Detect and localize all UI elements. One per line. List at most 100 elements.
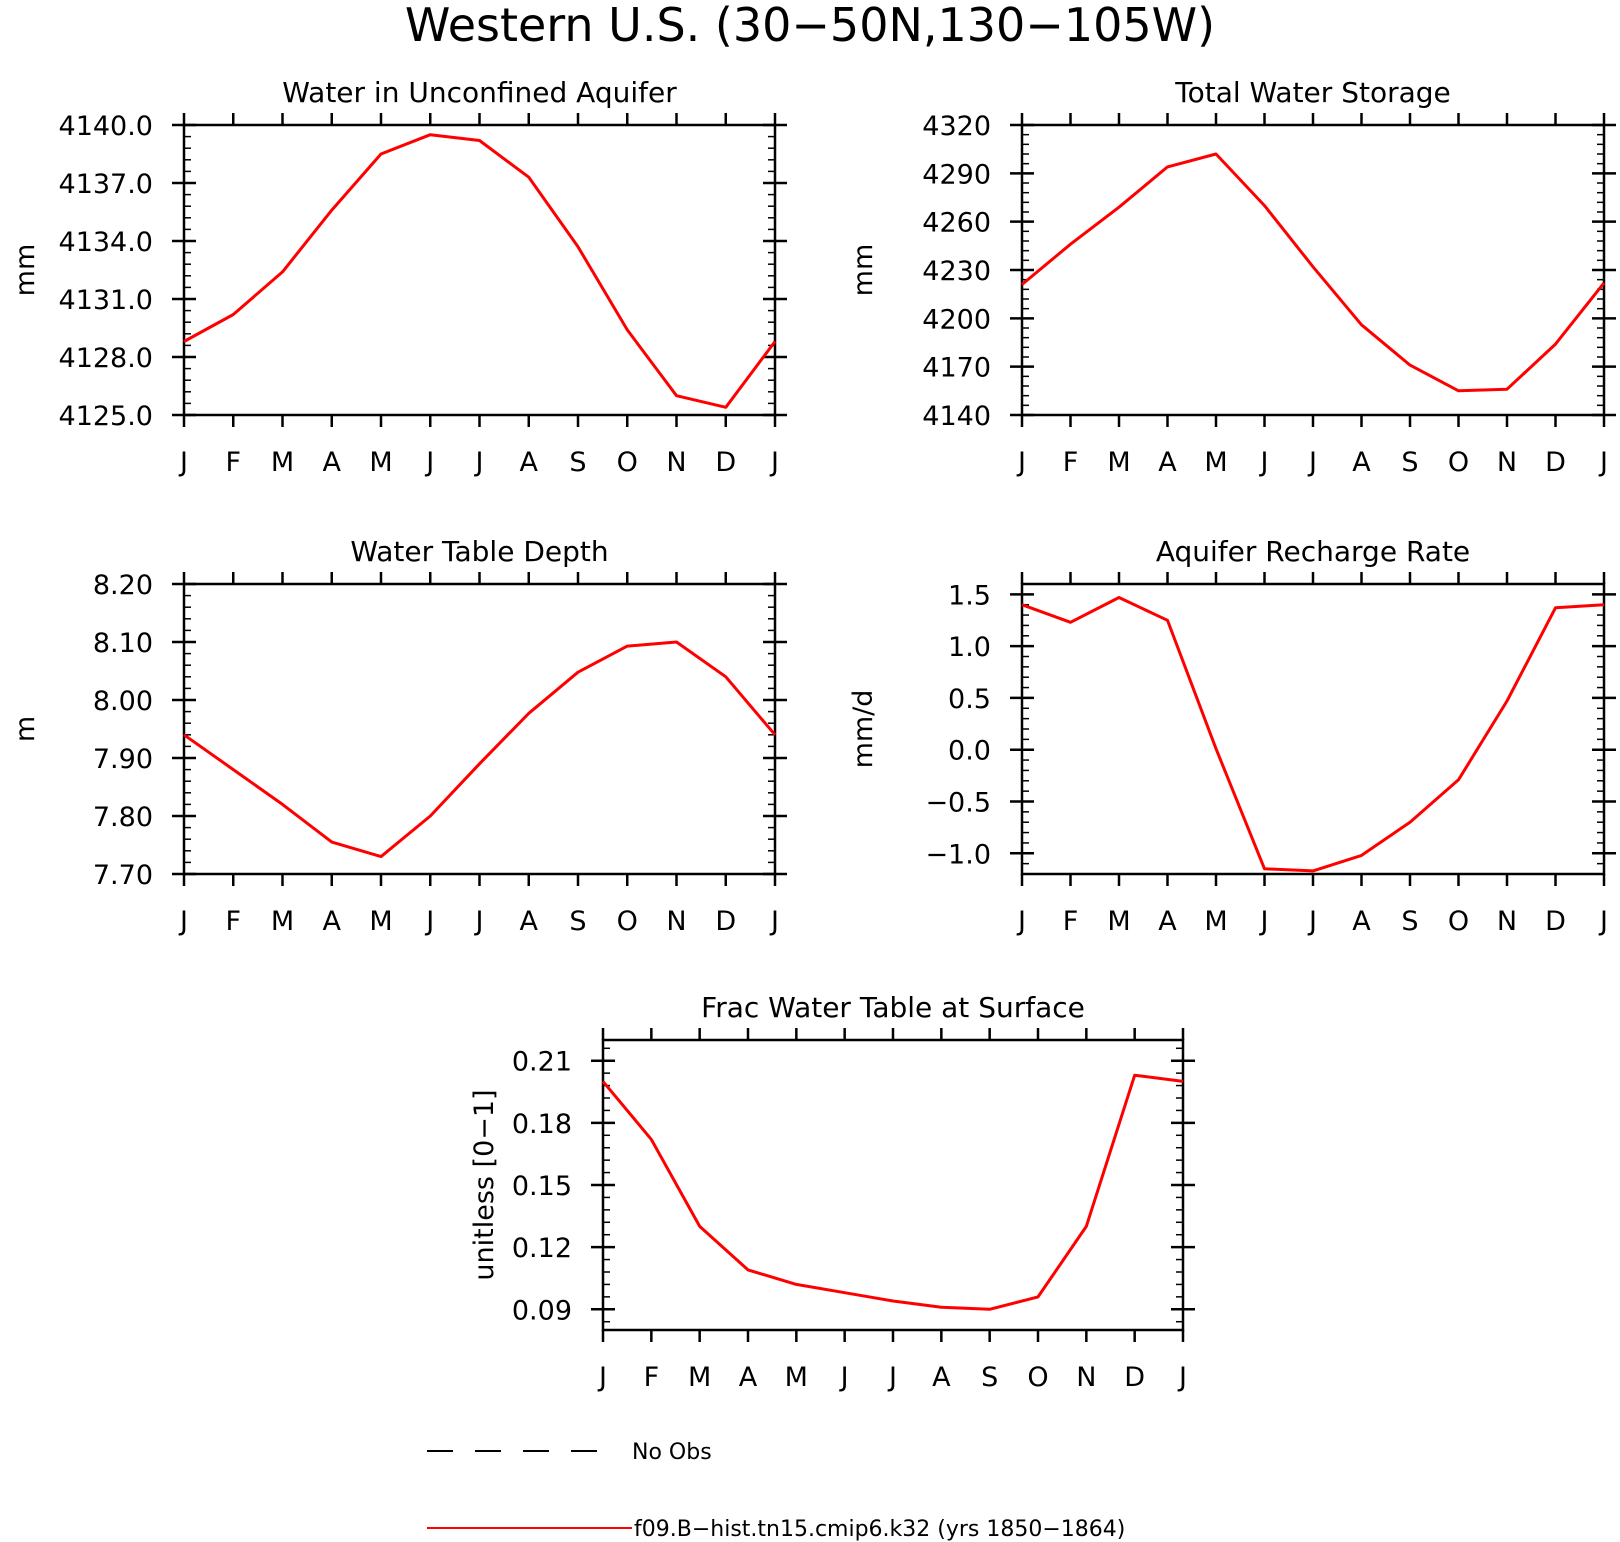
- y-tick-label: 4125.0: [59, 401, 153, 432]
- y-tick-label: 0.5: [948, 684, 991, 715]
- x-tick-label: M: [271, 906, 294, 937]
- x-tick-label: O: [617, 906, 638, 937]
- y-tick-label: 4137.0: [59, 169, 153, 200]
- y-tick-label: 8.20: [93, 570, 153, 601]
- x-tick-label: A: [1158, 906, 1177, 937]
- x-tick-label: J: [887, 1362, 897, 1393]
- x-tick-label: O: [1448, 447, 1469, 478]
- x-tick-label: J: [839, 1362, 849, 1393]
- y-tick-label: 4134.0: [59, 227, 153, 258]
- x-tick-label: F: [225, 447, 241, 478]
- x-tick-label: A: [1352, 906, 1371, 937]
- y-tick-label: 1.5: [948, 580, 991, 611]
- y-axis-label: unitless [0−1]: [469, 1089, 500, 1280]
- x-tick-label: J: [1307, 906, 1317, 937]
- legend-obs-label: No Obs: [632, 1440, 712, 1465]
- x-tick-label: A: [520, 447, 539, 478]
- x-tick-label: J: [178, 447, 188, 478]
- y-tick-label: 0.12: [512, 1233, 572, 1264]
- x-tick-label: A: [323, 447, 342, 478]
- plot-frame: [1020, 582, 1606, 876]
- y-axis-label: mm/d: [848, 690, 879, 769]
- x-tick-label: S: [569, 906, 586, 937]
- plot-frame: [1020, 123, 1606, 417]
- x-tick-label: O: [1448, 906, 1469, 937]
- x-tick-label: A: [1352, 447, 1371, 478]
- y-tick-label: 4140: [922, 401, 991, 432]
- x-tick-label: M: [1107, 447, 1130, 478]
- x-tick-label: S: [1401, 447, 1418, 478]
- x-tick-label: S: [1401, 906, 1418, 937]
- y-tick-label: 4131.0: [59, 285, 153, 316]
- legend: No Obs f09.B−hist.tn15.cmip6.k32 (yrs 18…: [427, 1440, 1125, 1542]
- y-tick-label: 4320: [922, 111, 991, 142]
- y-tick-label: 1.0: [948, 632, 991, 663]
- x-tick-label: N: [666, 906, 686, 937]
- x-tick-label: M: [1204, 906, 1227, 937]
- x-tick-label: J: [1598, 447, 1608, 478]
- y-tick-label: 0.15: [512, 1171, 572, 1202]
- x-tick-label: A: [932, 1362, 951, 1393]
- x-tick-label: J: [424, 906, 434, 937]
- x-tick-label: J: [1259, 447, 1269, 478]
- x-tick-label: F: [225, 906, 241, 937]
- x-tick-label: A: [739, 1362, 758, 1393]
- y-axis-label: mm: [10, 244, 41, 297]
- x-tick-label: M: [369, 447, 392, 478]
- y-tick-label: 7.70: [93, 860, 153, 891]
- x-tick-label: M: [1204, 447, 1227, 478]
- y-tick-label: 7.90: [93, 744, 153, 775]
- x-tick-label: J: [1016, 447, 1026, 478]
- panel-title: Water in Unconfined Aquifer: [282, 76, 677, 109]
- x-tick-label: J: [424, 447, 434, 478]
- plot-frame: [601, 1038, 1185, 1332]
- x-tick-label: S: [569, 447, 586, 478]
- x-tick-label: N: [1076, 1362, 1096, 1393]
- x-tick-label: N: [666, 447, 686, 478]
- y-tick-label: −0.5: [925, 788, 991, 819]
- x-tick-label: F: [644, 1362, 660, 1393]
- x-tick-label: F: [1063, 447, 1079, 478]
- panel-title: Aquifer Recharge Rate: [1156, 535, 1470, 568]
- x-tick-label: J: [769, 447, 779, 478]
- x-tick-label: J: [1016, 906, 1026, 937]
- x-tick-label: N: [1497, 906, 1517, 937]
- y-tick-label: 8.00: [93, 686, 153, 717]
- panel-title: Frac Water Table at Surface: [701, 991, 1085, 1024]
- y-tick-label: 4200: [922, 304, 991, 335]
- x-tick-label: A: [323, 906, 342, 937]
- x-tick-label: S: [981, 1362, 998, 1393]
- x-tick-label: M: [688, 1362, 711, 1393]
- y-tick-label: 0.09: [512, 1295, 572, 1326]
- y-tick-label: 8.10: [93, 628, 153, 659]
- y-tick-label: 0.0: [948, 736, 991, 767]
- y-axis-label: mm: [848, 244, 879, 297]
- panel-title: Water Table Depth: [350, 535, 608, 568]
- x-tick-label: J: [769, 906, 779, 937]
- y-tick-label: 7.80: [93, 802, 153, 833]
- x-tick-label: J: [1177, 1362, 1187, 1393]
- x-tick-label: D: [1545, 447, 1566, 478]
- plot-frame: [182, 582, 777, 876]
- x-tick-label: M: [271, 447, 294, 478]
- series-line-water-table-depth: [183, 640, 777, 859]
- x-tick-label: O: [1027, 1362, 1048, 1393]
- x-tick-label: J: [597, 1362, 607, 1393]
- y-tick-label: 4290: [922, 159, 991, 190]
- x-tick-label: O: [617, 447, 638, 478]
- panel-title: Total Water Storage: [1174, 76, 1451, 109]
- series-line-water-in-unconfined-aquifer: [183, 133, 777, 409]
- x-tick-label: D: [1545, 906, 1566, 937]
- x-tick-label: D: [1124, 1362, 1145, 1393]
- y-tick-label: 4140.0: [59, 111, 153, 142]
- y-tick-label: 4170: [922, 353, 991, 384]
- x-tick-label: M: [785, 1362, 808, 1393]
- x-tick-label: J: [1259, 906, 1269, 937]
- y-tick-label: 4128.0: [59, 343, 153, 374]
- x-tick-label: J: [1598, 906, 1608, 937]
